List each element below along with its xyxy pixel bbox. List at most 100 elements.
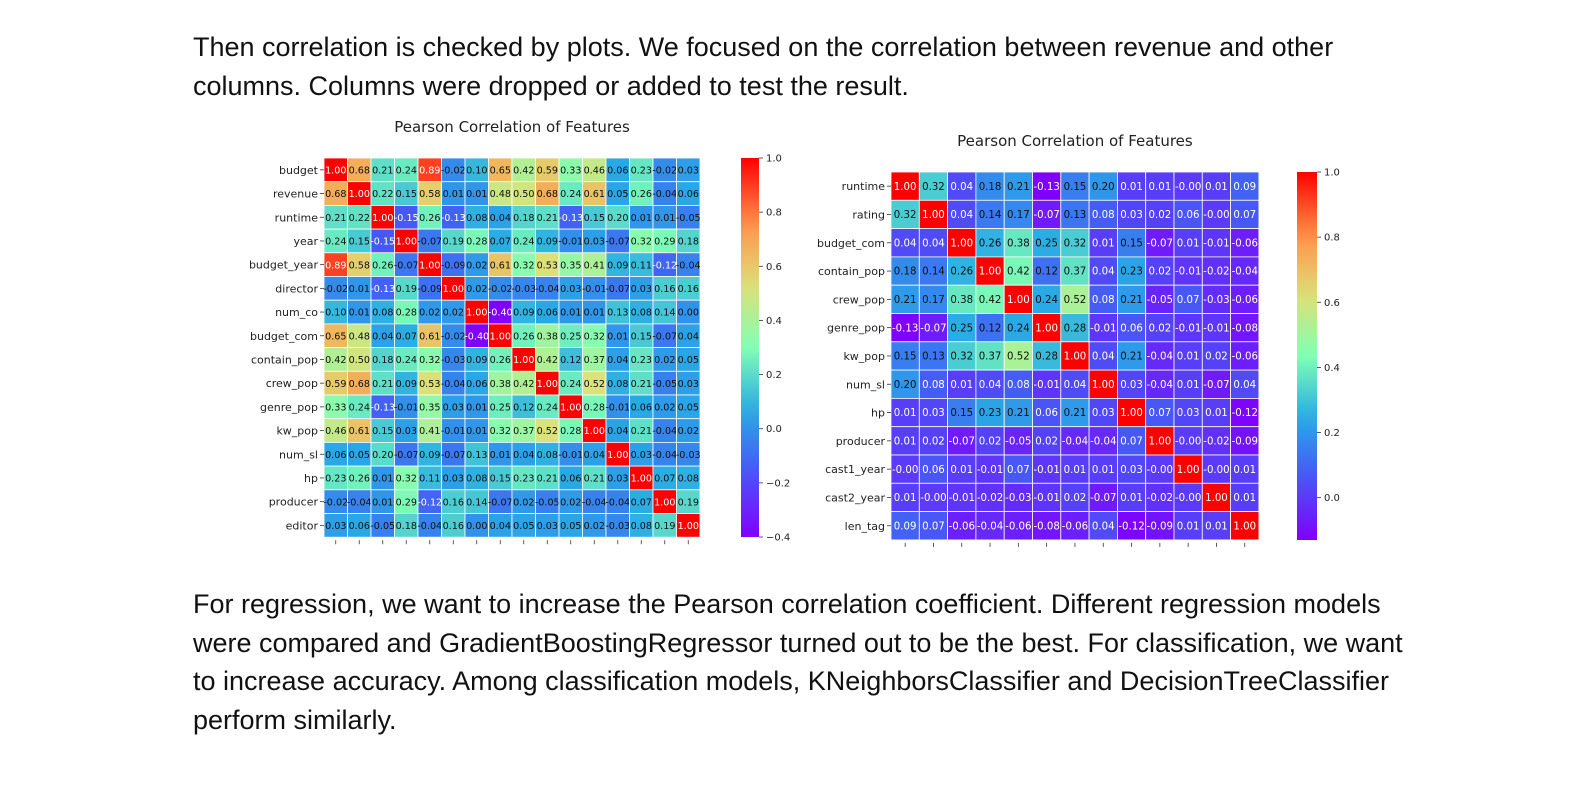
cell-value-label: 0.21 xyxy=(894,295,917,306)
cell-value-label: 0.05 xyxy=(513,521,534,532)
cell-value-label: 0.29 xyxy=(396,497,417,508)
heatmap-cell xyxy=(1173,228,1203,258)
cell-value-label: 0.59 xyxy=(537,165,558,176)
cell-value-label: 0.13 xyxy=(607,308,628,319)
cell-value-label: 0.07 xyxy=(922,521,945,532)
heatmap-cell xyxy=(676,513,701,538)
cell-value-label: 0.11 xyxy=(419,474,440,485)
cell-value-label: 1.00 xyxy=(1205,493,1228,504)
cell-value-label: 0.08 xyxy=(537,450,558,461)
heatmap-cell xyxy=(947,482,977,512)
row-label: genre_pop xyxy=(827,322,885,335)
cell-value-label: 0.19 xyxy=(654,521,675,532)
cell-value-label: -0.04 xyxy=(652,189,677,200)
heatmap-cell xyxy=(1145,397,1175,428)
heatmap-cell xyxy=(1003,511,1033,541)
cell-value-label: -0.03 xyxy=(441,355,466,366)
heatmap-cell xyxy=(947,511,977,541)
cell-value-label: -0.08 xyxy=(1232,323,1258,334)
cell-value-label: 0.42 xyxy=(1007,267,1030,278)
cell-value-label: 0.08 xyxy=(607,379,628,390)
cell-value-label: 0.21 xyxy=(1064,408,1087,419)
cell-value-label: -0.07 xyxy=(1033,210,1059,221)
cell-value-label: 0.21 xyxy=(1120,352,1143,363)
cell-value-label: -0.04 xyxy=(1090,436,1116,447)
cell-value-label: -0.06 xyxy=(949,521,975,532)
heatmap-cell xyxy=(1003,426,1033,456)
cell-value-label: 0.28 xyxy=(560,426,581,437)
cell-value-label: 0.04 xyxy=(1064,380,1087,391)
heatmap-cell xyxy=(1201,171,1232,201)
cell-value-label: 0.38 xyxy=(490,379,511,390)
cell-value-label: 0.04 xyxy=(490,521,511,532)
cell-value-label: 0.48 xyxy=(349,331,370,342)
colorbar xyxy=(741,158,759,537)
cell-value-label: 0.02 xyxy=(443,308,464,319)
heatmap-cell xyxy=(1173,341,1203,371)
cell-value-label: 0.61 xyxy=(349,426,370,437)
cell-value-label: 0.06 xyxy=(678,189,699,200)
cell-value-label: 0.06 xyxy=(1177,210,1200,221)
cell-value-label: 0.02 xyxy=(1064,493,1087,504)
cell-value-label: 0.03 xyxy=(584,237,605,248)
row-label: crew_pop xyxy=(266,377,318,390)
cell-value-label: 0.50 xyxy=(513,189,534,200)
heatmap-cell xyxy=(1145,199,1175,230)
heatmap-cell xyxy=(1088,511,1118,541)
heatmap-cell xyxy=(890,511,920,541)
cell-value-label: 0.26 xyxy=(631,189,652,200)
cell-value-label: 1.00 xyxy=(513,355,534,366)
cell-value-label: 0.32 xyxy=(950,352,973,363)
cell-value-label: -0.04 xyxy=(1147,380,1173,391)
cell-value-label: 0.01 xyxy=(1233,465,1256,476)
heatmap-cell xyxy=(975,256,1005,286)
cell-value-label: 0.03 xyxy=(1120,380,1143,391)
cell-value-label: 0.24 xyxy=(396,355,417,366)
cell-value-label: -0.03 xyxy=(676,450,701,461)
heatmap-cell xyxy=(1003,369,1033,399)
row-label: cast1_year xyxy=(825,463,885,476)
cell-value-label: 0.12 xyxy=(1035,267,1058,278)
cell-value-label: 1.00 xyxy=(607,450,628,461)
cell-value-label: -0.07 xyxy=(605,284,630,295)
cell-value-label: -0.01 xyxy=(1175,267,1201,278)
cell-value-label: 0.23 xyxy=(325,474,346,485)
cell-value-label: -0.04 xyxy=(417,521,442,532)
cell-value-label: -0.01 xyxy=(558,237,583,248)
cell-value-label: -0.02 xyxy=(323,284,348,295)
cell-value-label: 1.00 xyxy=(979,267,1002,278)
cell-value-label: 0.25 xyxy=(1035,238,1058,249)
cell-value-label: -0.07 xyxy=(417,237,442,248)
cell-value-label: -0.01 xyxy=(949,493,975,504)
heatmap-cell xyxy=(1032,454,1062,484)
heatmap-cell xyxy=(1003,341,1033,371)
cell-value-label: -0.04 xyxy=(1232,267,1258,278)
cell-value-label: 0.21 xyxy=(584,474,605,485)
cell-value-label: 0.03 xyxy=(922,408,945,419)
heatmap-cell xyxy=(1117,171,1147,201)
cell-value-label: 0.21 xyxy=(631,426,652,437)
row-label: producer xyxy=(269,496,319,509)
cell-value-label: -0.06 xyxy=(1062,521,1088,532)
row-label: kw_pop xyxy=(843,350,885,363)
cell-value-label: 0.15 xyxy=(396,189,417,200)
cell-value-label: 0.24 xyxy=(325,237,346,248)
cell-value-label: 0.19 xyxy=(678,497,699,508)
heatmap-cell xyxy=(1060,256,1090,286)
cell-value-label: 0.09 xyxy=(396,379,417,390)
cell-value-label: 0.48 xyxy=(490,189,511,200)
cell-value-label: 0.32 xyxy=(419,355,440,366)
cell-value-label: -0.00 xyxy=(1175,182,1201,193)
colorbar-tick-label: 0.8 xyxy=(1324,233,1340,244)
cell-value-label: -0.40 xyxy=(488,308,513,319)
cell-value-label: 0.15 xyxy=(372,426,393,437)
cell-value-label: -0.04 xyxy=(441,379,466,390)
cell-value-label: 0.18 xyxy=(979,182,1002,193)
cell-value-label: 0.21 xyxy=(1007,408,1030,419)
cell-value-label: -0.09 xyxy=(1232,436,1258,447)
cell-value-label: -0.07 xyxy=(1090,493,1116,504)
cell-value-label: 0.08 xyxy=(922,380,945,391)
cell-value-label: 1.00 xyxy=(325,165,346,176)
cell-value-label: 1.00 xyxy=(372,213,393,224)
cell-value-label: 0.14 xyxy=(979,210,1002,221)
